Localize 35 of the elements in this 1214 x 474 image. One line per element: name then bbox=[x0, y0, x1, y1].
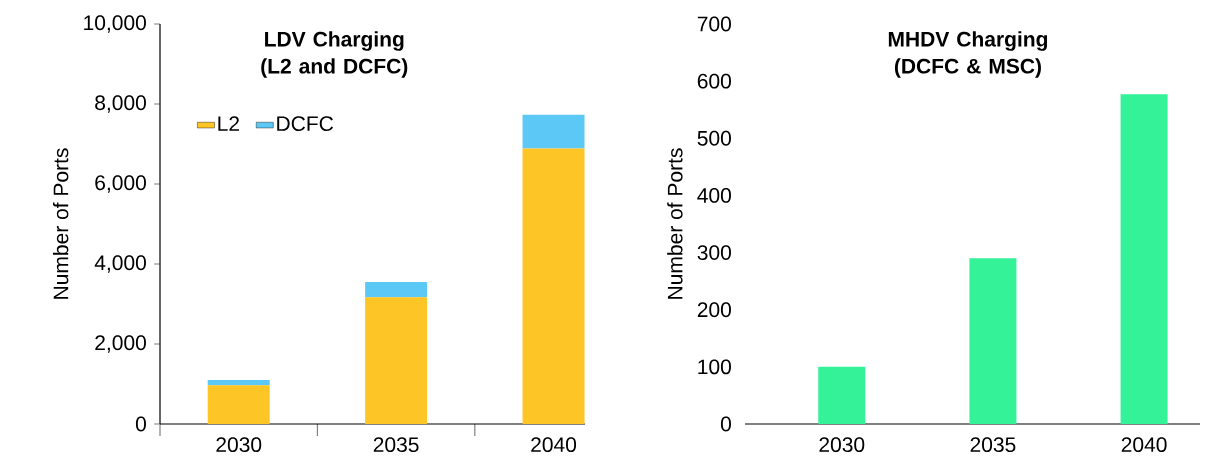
bar bbox=[207, 385, 270, 424]
x-tick-label: 2030 bbox=[216, 437, 262, 453]
bar bbox=[365, 282, 428, 298]
y-tick-label: 6,000 bbox=[95, 175, 146, 193]
y-tick-label: 100 bbox=[698, 359, 731, 375]
y-tick-label: 400 bbox=[697, 187, 731, 203]
bar bbox=[522, 114, 585, 149]
text: MHDV Charging (DCFC & MSC) bbox=[888, 31, 1048, 78]
bar bbox=[207, 380, 270, 386]
y-tick-label: 300 bbox=[697, 245, 731, 260]
y-tick-label: 2,000 bbox=[95, 335, 146, 353]
y-tick-label: 0 bbox=[135, 416, 146, 432]
y-tick-label: 10,000 bbox=[84, 15, 146, 33]
y-tick-label: 200 bbox=[697, 302, 731, 318]
bar bbox=[522, 148, 585, 424]
y-axis-title: Number of Ports bbox=[52, 148, 69, 299]
bar bbox=[365, 297, 428, 424]
y-tick-label: 700 bbox=[697, 16, 731, 32]
y-tick-label: 0 bbox=[720, 416, 731, 432]
bar bbox=[969, 258, 1017, 424]
y-tick-label: 500 bbox=[697, 130, 731, 146]
legend-label: DCFC bbox=[277, 116, 334, 132]
x-tick-label: 2040 bbox=[1121, 437, 1167, 453]
bar bbox=[1120, 94, 1168, 424]
y-axis-title: Number of Ports bbox=[667, 148, 683, 299]
text: LDV Charging (L2 and DCFC) bbox=[261, 31, 408, 78]
x-tick-label: 2035 bbox=[970, 437, 1016, 453]
x-tick-label: 2030 bbox=[819, 437, 865, 453]
y-tick-label: 600 bbox=[697, 73, 731, 89]
y-tick-label: 8,000 bbox=[95, 95, 146, 113]
legend-label: L2 bbox=[218, 116, 239, 131]
x-tick-label: 2040 bbox=[531, 437, 577, 453]
y-tick-label: 4,000 bbox=[94, 255, 146, 273]
bar bbox=[818, 366, 866, 424]
x-tick-label: 2035 bbox=[373, 437, 419, 453]
